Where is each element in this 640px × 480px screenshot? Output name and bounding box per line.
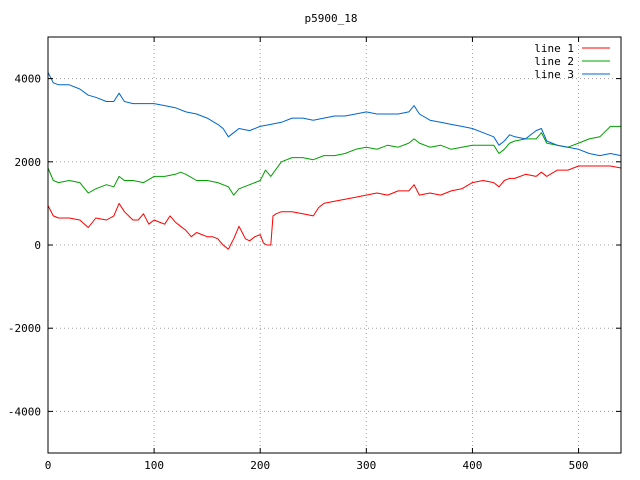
x-tick-label: 100	[144, 459, 164, 472]
axes: 0 100 200 300 400 500 -4000 -2000 0 2000 4000	[8, 37, 621, 472]
chart-title: p5900_18	[305, 12, 358, 25]
plot-area	[47, 72, 622, 250]
y-tick-label: -2000	[8, 322, 41, 335]
x-tick-label: 500	[569, 459, 589, 472]
series-line-2	[47, 125, 621, 196]
y-tick-label: 2000	[15, 156, 42, 169]
legend-label-1: line 1	[534, 42, 574, 55]
x-tick-label: 200	[250, 459, 270, 472]
y-tick-label: -4000	[8, 405, 41, 418]
x-tick-label: 300	[356, 459, 376, 472]
y-tick-label: 0	[34, 239, 41, 252]
y-tick-label: 4000	[15, 73, 42, 86]
plot-frame	[47, 36, 622, 454]
x-tick-label: 400	[463, 459, 483, 472]
grid	[48, 37, 621, 453]
series-line-1	[47, 165, 622, 250]
legend-label-2: line 2	[534, 55, 574, 68]
x-tick-label: 0	[45, 459, 52, 472]
series-line-3	[47, 72, 622, 157]
legend-label-3: line 3	[534, 68, 574, 81]
